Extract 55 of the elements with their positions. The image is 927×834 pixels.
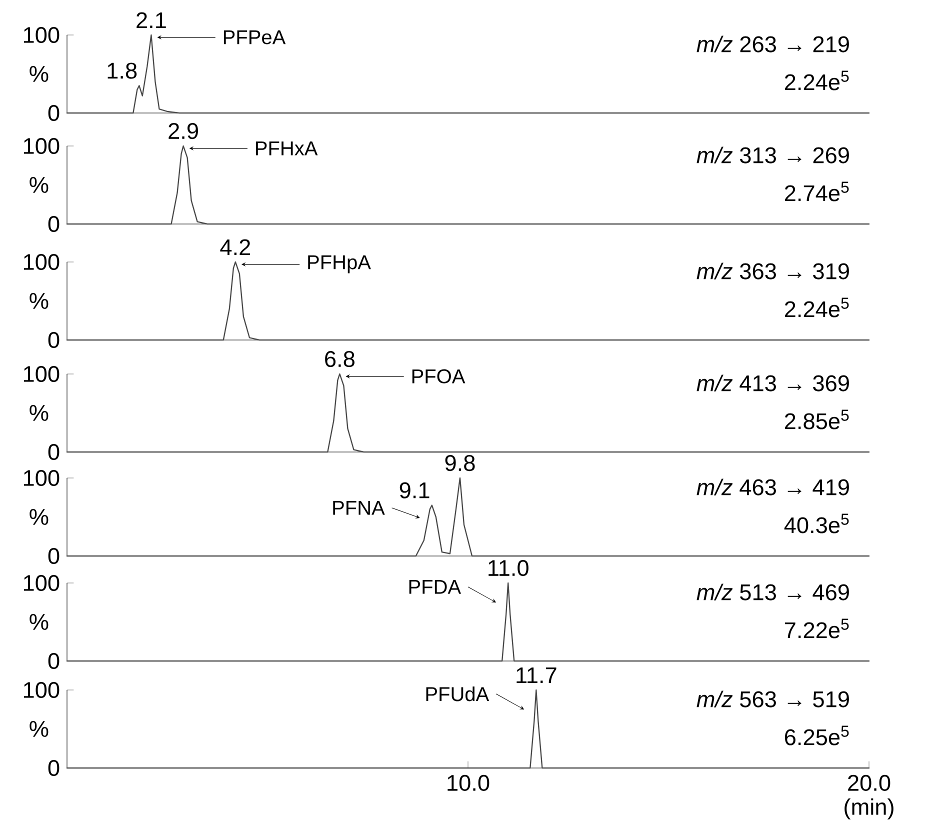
y-tick-label: 100 — [24, 470, 60, 486]
annotation: 9.1 — [400, 482, 430, 498]
annotation: PFDA — [409, 580, 462, 594]
y-tick-label: 100 — [24, 254, 60, 270]
annotation: 2.1 — [136, 12, 166, 28]
annotation: 4.2 — [220, 239, 250, 256]
y-tick-label: 100 — [24, 26, 60, 44]
y-tick-label: 100 — [24, 366, 60, 382]
x-axis-title: (min) — [844, 798, 894, 820]
y-axis-title: % — [30, 177, 48, 193]
annotation: 2.24e$^{5}$ — [784, 70, 849, 90]
annotation: m/z 463 → 419 — [696, 478, 849, 496]
y-tick-label: 0 — [48, 760, 60, 776]
y-tick-label: 0 — [48, 216, 60, 232]
annotation: PFOA — [412, 369, 466, 384]
annotation: m/z 363 → 319 — [696, 262, 849, 280]
annotation: m/z 413 → 369 — [696, 374, 849, 392]
annotation: 6.8 — [325, 351, 354, 368]
annotation: 9.8 — [445, 455, 475, 472]
y-axis-title: % — [30, 721, 48, 737]
y-axis-title: % — [30, 614, 48, 630]
x-tick-label: 10.0 — [448, 774, 490, 791]
annotation: 11.7 — [516, 667, 556, 684]
annotation: PFPeA — [224, 30, 286, 44]
x-tick-label: 20.0 — [848, 774, 890, 791]
y-axis-title: % — [30, 405, 48, 421]
annotation: 1.8 — [108, 62, 137, 79]
annotation: PFUdA — [426, 686, 490, 702]
annotation: 40.3e$^{5}$ — [784, 514, 849, 534]
annotation: PFHxA — [256, 141, 318, 156]
annotation: 2.74e$^{5}$ — [784, 182, 849, 202]
annotation: 11.0 — [488, 560, 528, 576]
y-tick-label: 0 — [48, 652, 60, 670]
annotation: m/z 313 → 269 — [696, 146, 849, 164]
y-axis-title: % — [30, 66, 48, 82]
y-tick-label: 100 — [24, 138, 60, 154]
annotation: PFNA — [333, 500, 385, 515]
annotation: PFHpA — [308, 255, 371, 274]
y-tick-label: 0 — [48, 548, 60, 564]
y-tick-label: 100 — [24, 574, 60, 592]
annotation: 7.22e$^{5}$ — [785, 618, 849, 638]
y-axis-title: % — [30, 293, 48, 309]
annotation: m/z 263 → 219 — [696, 36, 849, 52]
annotation: m/z 563 → 519 — [696, 690, 849, 708]
y-tick-label: 100 — [24, 682, 60, 698]
annotation: 2.85e$^{5}$ — [784, 410, 849, 430]
y-axis-title: % — [30, 509, 48, 525]
annotation: 6.25e$^{5}$ — [784, 726, 849, 746]
y-tick-label: 0 — [48, 444, 60, 460]
annotation: 2.24e$^{5}$ — [784, 298, 849, 318]
annotation: m/z 513 → 469 — [696, 584, 849, 600]
y-tick-label: 0 — [48, 332, 60, 348]
y-tick-label: 0 — [48, 104, 60, 122]
annotation: 2.9 — [168, 123, 198, 140]
line-series — [66, 477, 870, 557]
